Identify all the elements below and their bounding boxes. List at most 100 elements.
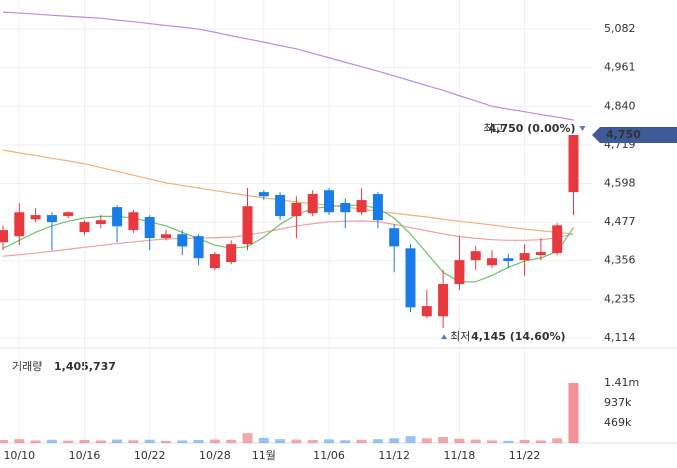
candle-body bbox=[372, 194, 383, 221]
volume-bar bbox=[30, 440, 41, 443]
candle-body bbox=[470, 251, 481, 261]
x-tick-label: 11/18 bbox=[444, 449, 476, 462]
candle-body bbox=[193, 236, 204, 259]
candle-body bbox=[128, 212, 139, 231]
candle-body bbox=[144, 217, 155, 239]
candle-body bbox=[30, 215, 41, 220]
ma-line bbox=[2, 220, 574, 257]
candle-body bbox=[324, 190, 334, 213]
volume-bar bbox=[177, 440, 188, 443]
y-tick-label: 5,082 bbox=[604, 22, 636, 35]
y-tick-label: 4,356 bbox=[604, 254, 636, 267]
annotation-label: 최저 bbox=[450, 330, 470, 343]
x-tick-label: 10/22 bbox=[134, 449, 166, 462]
x-tick-label: 11/22 bbox=[509, 449, 541, 462]
x-tick-label: 10/10 bbox=[3, 449, 35, 462]
volume-bar bbox=[307, 440, 318, 443]
low-marker bbox=[441, 334, 448, 340]
volume-bar bbox=[209, 439, 220, 443]
candle-body bbox=[242, 206, 253, 245]
volume-bar bbox=[552, 438, 563, 443]
candle-body bbox=[535, 252, 546, 255]
volume-bar bbox=[438, 437, 449, 443]
volume-bar bbox=[226, 439, 237, 443]
annotation-value: 4,145 (14.60%) bbox=[471, 330, 565, 343]
y2-tick-label: 937k bbox=[604, 396, 632, 409]
candle-body bbox=[503, 258, 514, 262]
candle-body bbox=[340, 202, 351, 213]
candle-body bbox=[568, 135, 579, 193]
candle-body bbox=[226, 244, 237, 263]
volume-bar bbox=[193, 440, 204, 443]
volume-bar bbox=[372, 439, 383, 443]
y2-tick-label: 469k bbox=[604, 416, 632, 429]
candle-body bbox=[454, 260, 465, 285]
candle-body bbox=[95, 220, 106, 225]
y-tick-label: 4,840 bbox=[604, 99, 636, 112]
volume-title: 거래량 bbox=[12, 360, 42, 373]
ma-line bbox=[2, 149, 574, 235]
volume-bar bbox=[63, 440, 74, 443]
volume-bar bbox=[112, 439, 123, 443]
candle-body bbox=[258, 192, 269, 197]
volume-bar bbox=[340, 440, 351, 443]
ma-line bbox=[2, 11, 574, 121]
candle-body bbox=[177, 234, 188, 247]
volume-bar bbox=[487, 440, 497, 443]
volume-bar bbox=[275, 439, 286, 443]
volume-bar bbox=[454, 438, 465, 443]
price-badge-label: 4,750 bbox=[606, 128, 641, 141]
volume-bar bbox=[95, 440, 106, 443]
y-tick-label: 4,235 bbox=[604, 292, 636, 305]
candle-body bbox=[14, 212, 25, 237]
y2-tick-label: 1.41m bbox=[604, 376, 639, 389]
volume-bar bbox=[568, 382, 579, 443]
volume-bar bbox=[324, 439, 334, 443]
candle-body bbox=[161, 234, 171, 239]
annotation-label: 최고 bbox=[483, 122, 503, 135]
candle-body bbox=[552, 225, 563, 254]
annotation-value: 4,750 (0.00%) bbox=[489, 122, 576, 135]
candle-body bbox=[519, 253, 530, 261]
high-marker bbox=[579, 126, 586, 131]
candle-body bbox=[291, 202, 302, 217]
candle-body bbox=[79, 222, 90, 233]
volume-bar bbox=[242, 433, 253, 443]
ma-line bbox=[2, 204, 574, 283]
x-tick-label: 10/28 bbox=[199, 449, 231, 462]
volume-bar bbox=[144, 439, 155, 443]
x-tick-label: 11/06 bbox=[313, 449, 345, 462]
candle-body bbox=[63, 212, 74, 217]
volume-bar bbox=[291, 439, 302, 443]
volume-bar bbox=[258, 437, 269, 443]
candle-body bbox=[421, 306, 432, 317]
y-tick-label: 4,598 bbox=[604, 177, 636, 190]
candle-body bbox=[405, 248, 416, 308]
candle-body bbox=[209, 254, 220, 269]
x-tick-label: 10/16 bbox=[69, 449, 101, 462]
volume-bar bbox=[421, 438, 432, 443]
volume-bar bbox=[405, 436, 416, 443]
candle-body bbox=[0, 230, 8, 243]
volume-bar bbox=[356, 439, 367, 443]
volume-bar bbox=[470, 439, 481, 443]
candle-body bbox=[46, 215, 57, 223]
candle-body bbox=[275, 195, 286, 217]
candle-body bbox=[356, 200, 367, 213]
volume-bar bbox=[161, 440, 171, 443]
candle-body bbox=[487, 258, 497, 266]
volume-bar bbox=[14, 439, 25, 443]
volume-bar bbox=[535, 440, 546, 443]
x-tick-label: 11월 bbox=[252, 449, 276, 462]
volume-bar bbox=[79, 440, 90, 443]
x-tick-label: 11/12 bbox=[378, 449, 410, 462]
volume-bar bbox=[46, 439, 57, 443]
volume-bar bbox=[389, 438, 400, 443]
y-tick-label: 4,961 bbox=[604, 61, 636, 74]
candle-body bbox=[307, 194, 318, 214]
volume-bar bbox=[519, 440, 530, 443]
y-tick-label: 4,477 bbox=[604, 215, 636, 228]
volume-bar bbox=[128, 440, 139, 443]
